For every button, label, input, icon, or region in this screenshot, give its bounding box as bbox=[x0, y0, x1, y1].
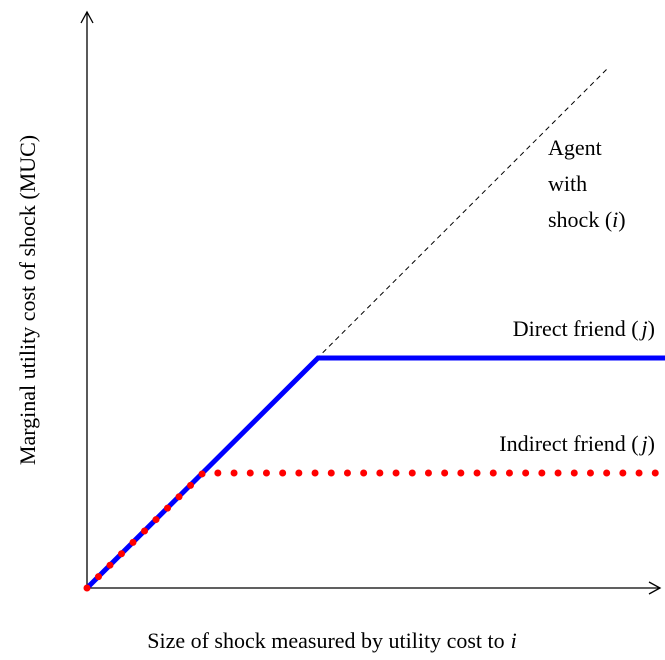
x-axis-label-text: Size of shock measured by utility cost t… bbox=[147, 628, 504, 653]
label-var: j bbox=[639, 431, 648, 456]
agent-label-line: with bbox=[548, 171, 587, 196]
direct-friend-line bbox=[85, 355, 665, 590]
agent-label-var: i bbox=[612, 207, 618, 232]
label-part: Direct friend ( bbox=[513, 316, 639, 341]
label-part: ) bbox=[648, 316, 655, 341]
agent-line bbox=[86, 67, 609, 589]
agent-label-line: Agent bbox=[548, 135, 602, 160]
agent-label-end: ) bbox=[618, 207, 625, 232]
agent-label: Agent with shock (i) bbox=[548, 135, 626, 232]
label-part: ) bbox=[648, 431, 655, 456]
x-axis-label: Size of shock measured by utility cost t… bbox=[147, 628, 517, 653]
x-axis-label-var: i bbox=[511, 628, 517, 653]
indirect-friend-label: Indirect friend (j) bbox=[499, 431, 655, 456]
y-axis-label: Marginal utility cost of shock (MUC) bbox=[15, 135, 40, 465]
label-var: j bbox=[639, 316, 648, 341]
agent-label-line: shock ( bbox=[548, 207, 612, 232]
label-part: Indirect friend ( bbox=[499, 431, 638, 456]
indirect-friend-line bbox=[83, 469, 665, 592]
direct-friend-label: Direct friend (j) bbox=[513, 316, 655, 341]
